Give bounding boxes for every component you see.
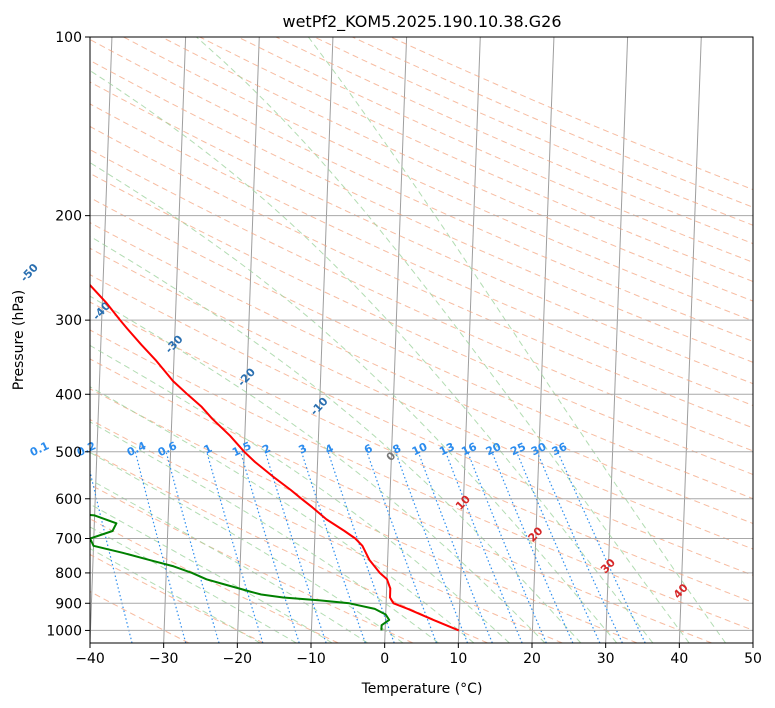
moist-adiabat-line [90, 344, 510, 643]
mixing-ratio-line [165, 451, 220, 643]
y-tick-label: 800 [55, 566, 82, 582]
mixing-ratio-line [327, 451, 395, 643]
x-tick-label: 20 [523, 651, 541, 667]
x-tick-label: 30 [597, 651, 615, 667]
dry-adiabat-line [123, 37, 753, 322]
mixing-ratio-label: 10 [410, 440, 430, 458]
chart-title: wetPf2_KOM5.2025.190.10.38.G26 [282, 12, 561, 32]
dry-adiabat-line [90, 418, 563, 643]
moist-adiabat-line [90, 526, 297, 643]
mixing-ratio-line [366, 451, 437, 643]
moist-adiabat-line [90, 386, 475, 643]
moist-adiabat-line [90, 451, 404, 643]
y-tick-label: 600 [55, 492, 82, 508]
isotherm-line [457, 37, 481, 643]
sounding-series [90, 283, 460, 632]
dry-adiabat-line [90, 149, 753, 452]
y-tick-label: 400 [55, 387, 82, 403]
dry-adiabat-line [90, 222, 753, 525]
x-axis-ticks: −40 −30 −20 −10 0 10 20 30 40 50 [75, 643, 762, 667]
x-tick-label: −20 [223, 651, 253, 667]
mixing-ratio-line [444, 451, 523, 643]
moist-adiabat-line [90, 421, 439, 643]
mixing-ratio-line [206, 451, 264, 643]
mixing-ratio-line [394, 451, 469, 643]
mixing-ratio-label: 36 [550, 440, 570, 458]
y-tick-label: 500 [55, 445, 82, 461]
isotherm-line [236, 37, 260, 643]
x-tick-label: 0 [380, 651, 389, 667]
isotherm-line [90, 37, 113, 643]
x-tick-label: −30 [149, 651, 179, 667]
y-tick-label: 900 [55, 596, 82, 612]
isotherm-line [678, 37, 702, 643]
dry-adiabat-line [90, 172, 753, 476]
dry-adiabat-line [90, 388, 638, 643]
y-tick-label: 700 [55, 532, 82, 548]
dry-adiabat-line [90, 59, 753, 363]
plot-frame [89, 36, 754, 644]
temperature-profile-line [90, 283, 460, 632]
moist-adiabat-line [307, 37, 727, 643]
mixing-ratio-line [239, 451, 300, 643]
dry-adiabat-line [90, 358, 712, 643]
dewpoint-profile-line [90, 513, 391, 631]
dry-adiabat-line [90, 553, 264, 643]
y-tick-label: 100 [55, 30, 82, 46]
mixing-ratio-label: 30 [529, 440, 549, 458]
y-tick-label: 300 [55, 313, 82, 329]
y-tick-label: 200 [55, 209, 82, 225]
mixing-ratio-line [90, 469, 133, 643]
x-axis-label: Temperature (°C) [361, 681, 483, 697]
x-tick-label: 40 [670, 651, 688, 667]
isotherm-line [384, 37, 408, 643]
mixing-ratio-label: 25 [508, 440, 527, 458]
mixing-ratio-label: 16 [459, 440, 479, 458]
mixing-ratio-label: 13 [437, 440, 456, 458]
x-tick-label: −10 [296, 651, 326, 667]
mixing-ratio-line [264, 451, 327, 643]
pressure-gridlines [90, 36, 753, 631]
x-tick-label: 50 [744, 651, 762, 667]
dry-adiabat-line [90, 81, 753, 385]
isotherm-line [163, 37, 187, 643]
y-tick-label: 1000 [46, 623, 82, 639]
moist-adiabat-line [196, 37, 690, 643]
y-axis-label: Pressure (hPa) [11, 290, 27, 390]
dry-adiabat-line [90, 197, 753, 500]
moist-adiabat-line [90, 478, 368, 643]
mixing-ratio-label: 20 [484, 440, 504, 458]
moist-adiabat-line [90, 70, 654, 643]
x-tick-label: 10 [449, 651, 467, 667]
mixing-ratio-line [467, 451, 547, 643]
moist-adiabat-line [90, 162, 618, 643]
moist-adiabat-line [90, 235, 582, 643]
y-axis-ticks: 1000 900 800 700 600 500 400 300 200 100 [46, 30, 90, 639]
mixing-ratio-line [491, 451, 574, 643]
x-tick-label: −40 [75, 651, 105, 667]
dry-adiabat-line [90, 247, 753, 550]
mixing-ratio-line [300, 451, 366, 643]
dry-adiabat-line [90, 591, 190, 643]
mixing-ratio-line [417, 451, 493, 643]
moist-adiabat-line [90, 503, 333, 643]
isotherm-line [531, 37, 555, 643]
